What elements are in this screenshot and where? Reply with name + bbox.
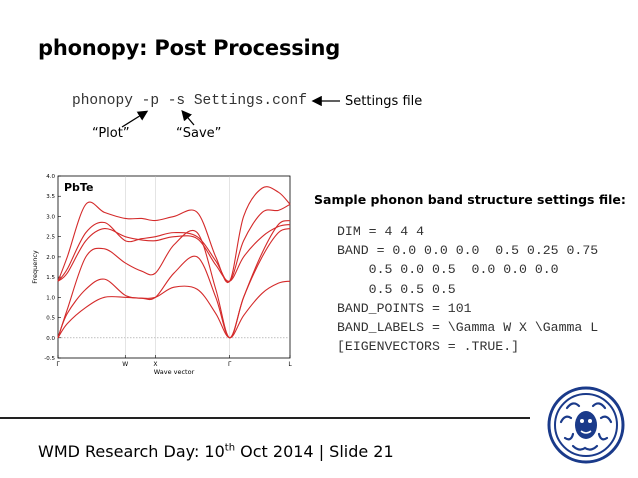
footer-sup: th <box>224 442 236 454</box>
code-line: BAND_LABELS = \Gamma W X \Gamma L <box>337 320 599 336</box>
band-4-line <box>57 223 291 282</box>
y-tick-label: 1.0 <box>46 295 55 301</box>
footer-suffix: Oct 2014 | Slide 21 <box>235 442 394 461</box>
x-tick-label: Γ <box>228 361 232 368</box>
x-tick-label: Γ <box>56 361 60 368</box>
y-tick-label: 1.5 <box>46 275 55 281</box>
plot-label: “Plot” <box>92 126 130 141</box>
code-line: BAND_POINTS = 101 <box>337 300 472 316</box>
code-line: [EIGENVECTORS = .TRUE.] <box>337 339 520 355</box>
slide-title: phonopy: Post Processing <box>38 36 341 60</box>
band-6-line <box>57 186 291 284</box>
y-axis-label: Frequency <box>31 250 39 284</box>
y-tick-label: 3.0 <box>46 214 55 220</box>
code-line: 0.5 0.5 0.5 <box>337 281 456 297</box>
band-5-line <box>57 203 291 283</box>
y-tick-label: 0.0 <box>46 336 55 342</box>
plot-arrow <box>121 110 149 128</box>
x-tick-label: X <box>153 361 157 368</box>
settings-file-label: Settings file <box>345 94 423 109</box>
footer-divider <box>0 417 530 419</box>
code-line: 0.5 0.0 0.5 0.0 0.0 0.0 <box>337 262 559 278</box>
band-2-line <box>57 228 291 339</box>
x-axis-label: Wave vector <box>154 368 195 376</box>
plot-frame <box>57 175 291 359</box>
footer-prefix: WMD Research Day: 10 <box>38 442 225 461</box>
footer-text: WMD Research Day: 10th Oct 2014 | Slide … <box>38 442 394 461</box>
y-tick-label: 2.0 <box>46 255 55 261</box>
y-tick-label: -0.5 <box>44 356 55 362</box>
chart-annotation: PbTe <box>64 181 93 194</box>
y-tick-label: 2.5 <box>46 235 55 241</box>
x-tick-label: W <box>122 361 128 368</box>
x-tick-label: L <box>288 361 292 368</box>
command-text: phonopy -p -s Settings.conf <box>72 93 307 109</box>
university-seal-logo <box>547 386 625 464</box>
band-3-line <box>57 219 291 339</box>
y-tick-label: 0.5 <box>46 316 55 322</box>
code-line: DIM = 4 4 4 <box>337 224 425 239</box>
save-arrow <box>181 110 195 126</box>
y-tick-label: 3.5 <box>46 194 55 200</box>
save-label: “Save” <box>176 126 222 141</box>
settings-code-block: DIM = 4 4 4 BAND = 0.0 0.0 0.0 0.5 0.25 0… <box>337 222 598 356</box>
band-1-line <box>57 280 291 339</box>
code-line: BAND = 0.0 0.0 0.0 0.5 0.25 0.75 <box>337 243 599 259</box>
y-tick-label: 4.0 <box>46 174 55 180</box>
sample-heading: Sample phonon band structure settings fi… <box>314 192 626 207</box>
phonon-band-chart: -0.5 0.0 0.5 1.0 1.5 2.0 2.5 3.0 3.5 4.0 Γ W X Γ L Wave… <box>31 174 292 376</box>
